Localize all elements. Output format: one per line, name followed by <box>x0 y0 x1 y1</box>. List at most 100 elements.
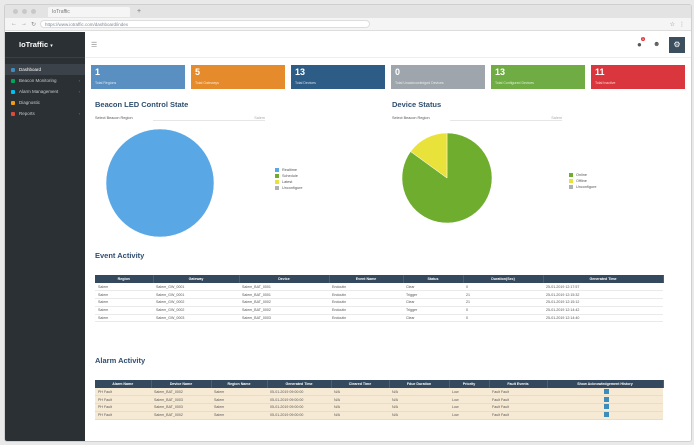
table-cell: PH Fault <box>95 403 151 412</box>
acknowledge-history-icon[interactable] <box>604 412 609 418</box>
column-header[interactable]: Region Name <box>211 380 268 388</box>
table-cell: N/A <box>331 395 389 405</box>
table-row[interactable]: Salem Salem_GW_0003 Salem_BAT_0003 Endoutin… <box>95 314 663 323</box>
column-header[interactable]: Device Name <box>151 380 212 388</box>
window-minimize-dot[interactable] <box>22 9 27 14</box>
table-row[interactable]: PH Fault Salem_BAT_0002 Salem 05-01-2019 09… <box>95 388 663 397</box>
stat-value: 13 <box>495 67 506 77</box>
pie-slice-offline[interactable] <box>410 132 448 179</box>
stat-card-total-regions[interactable]: 1 Total Regions <box>91 65 185 89</box>
column-header[interactable]: Generated Time <box>267 380 332 388</box>
table-cell: 25-01-2019 12:15:32 <box>543 290 663 300</box>
column-header[interactable]: Event Name <box>329 275 404 283</box>
browser-menu-icon[interactable]: ⋮ <box>679 21 685 28</box>
column-header[interactable]: Show Acknowledgement History <box>547 380 664 388</box>
legend-item[interactable]: Realtime <box>275 167 302 173</box>
table-row[interactable]: PH Fault Salem_BAT_0003 Salem 05-01-2019 09… <box>95 403 663 412</box>
column-header[interactable]: Status <box>403 275 464 283</box>
settings-gear-button[interactable]: ⚙ <box>669 36 685 53</box>
legend-item[interactable]: Unconfigure <box>275 185 302 191</box>
legend-item[interactable]: Schedule <box>275 173 302 179</box>
stat-value: 0 <box>395 67 401 77</box>
sidebar-item-reports[interactable]: Reports ‹ <box>5 108 85 119</box>
table-cell: Salem_GW_0001 <box>153 290 239 300</box>
legend-label: Offline <box>576 179 587 183</box>
stat-card-total-devices[interactable]: 13 Total Devices <box>291 65 385 89</box>
new-tab-icon[interactable]: + <box>137 8 142 15</box>
stat-card-unacknowledged-devices[interactable]: 0 Total Unacknowledged Devices <box>391 65 485 89</box>
device-region-select[interactable]: Salem <box>450 116 562 121</box>
sidebar-item-alarm-management[interactable]: Alarm Management ‹ <box>5 86 85 97</box>
table-cell: Fault Fault <box>489 388 547 397</box>
table-cell: Salem_BAT_0003 <box>151 395 211 405</box>
table-row[interactable]: Salem Salem_GW_0001 Salem_BAT_0001 Endoutin… <box>95 290 663 300</box>
column-header[interactable]: Priority <box>449 380 490 388</box>
sidebar-item-dashboard[interactable]: Dashboard <box>5 64 85 75</box>
column-header[interactable]: Alarm Name <box>95 380 152 388</box>
diagnostic-icon <box>11 100 15 105</box>
notification-bell-icon[interactable]: ● 1 <box>637 37 645 49</box>
beacon-region-filter[interactable]: Select Beacon Region Salem <box>95 116 265 122</box>
column-header[interactable]: Fdue Duration <box>389 380 450 388</box>
window-maximize-dot[interactable] <box>31 9 36 14</box>
stat-card-total-inactive[interactable]: 11 Total Inactive <box>591 65 685 89</box>
table-row[interactable]: PH Fault Salem_BAT_0003 Salem 05-01-2019 09… <box>95 395 663 405</box>
device-region-filter[interactable]: Select Beacon Region Salem <box>392 116 562 122</box>
table-cell: Salem_BAT_0002 <box>151 388 211 397</box>
legend-item[interactable]: Latest <box>275 179 302 185</box>
table-row[interactable]: PH Fault Salem_BAT_0002 Salem 05-01-2019 09… <box>95 411 663 420</box>
beacon-region-select[interactable]: Salem <box>153 116 265 121</box>
acknowledge-history-icon[interactable] <box>604 404 609 410</box>
table-cell: Salem <box>211 395 267 405</box>
back-icon[interactable]: ← <box>11 21 17 27</box>
legend-item[interactable]: Unconfigure <box>569 184 596 190</box>
table-cell: 05-01-2019 09:00:00 <box>267 388 331 397</box>
url-field[interactable]: https://www.iotraffic.com/dashboard/inde… <box>40 20 371 28</box>
stat-card-total-gateways[interactable]: 5 Total Gateways <box>191 65 285 89</box>
table-row[interactable]: Salem Salem_GW_0002 Salem_BAT_0002 Endoutin… <box>95 306 663 315</box>
window-close-dot[interactable] <box>13 9 18 14</box>
user-icon[interactable]: ☻ <box>653 40 661 48</box>
table-cell: Low <box>449 411 489 420</box>
sidebar-item-beacon-monitoring[interactable]: Beacon Monitoring ‹ <box>5 75 85 86</box>
legend-label: Schedule <box>282 174 298 178</box>
table-cell: Salem <box>95 306 153 315</box>
table-cell <box>547 388 663 397</box>
table-cell: Trigger <box>403 306 463 315</box>
table-cell: 25-01-2019 12:15:12 <box>543 298 663 307</box>
reload-icon[interactable]: ↻ <box>31 21 37 28</box>
column-header[interactable]: Region <box>95 275 154 283</box>
acknowledge-history-icon[interactable] <box>604 396 609 402</box>
table-cell: Endoutin <box>329 298 403 307</box>
legend-swatch <box>569 179 573 183</box>
sidebar-item-label: Reports <box>19 111 35 116</box>
sidebar-item-diagnostic[interactable]: Diagnostic <box>5 97 85 108</box>
table-cell: N/A <box>389 395 449 405</box>
column-header[interactable]: Gateway <box>153 275 240 283</box>
bookmark-star-icon[interactable]: ☆ <box>669 21 675 28</box>
stat-card-configured-devices[interactable]: 13 Total Configured Devices <box>491 65 585 89</box>
main-content: ☰ ● 1 ☻ ⚙ 1 Total Regions 5 Total Gateway… <box>85 32 691 441</box>
column-header[interactable]: Generated Time <box>543 275 664 283</box>
beacon-icon <box>11 78 15 83</box>
column-header[interactable]: Device <box>239 275 330 283</box>
browser-tab[interactable]: IoTraffic <box>48 6 130 17</box>
alarm-activity-title: Alarm Activity <box>95 356 146 365</box>
legend-item[interactable]: Online <box>569 172 596 178</box>
table-row[interactable]: Salem Salem_GW_0002 Salem_BAT_0002 Endoutin… <box>95 298 663 307</box>
table-row[interactable]: Salem Salem_GW_0001 Salem_BAT_0001 Endoutin… <box>95 283 663 292</box>
pie-slice-realtime[interactable] <box>105 128 215 238</box>
chevron-left-icon: ‹ <box>78 89 80 94</box>
column-header[interactable]: Fault Events <box>489 380 548 388</box>
table-cell: Salem <box>95 314 153 323</box>
table-cell: 05-01-2019 09:00:00 <box>267 411 331 420</box>
column-header[interactable]: Duration(Sec) <box>463 275 544 283</box>
brand-logo[interactable]: IoTraffic ▾ <box>5 32 85 58</box>
sidebar-item-label: Beacon Monitoring <box>19 78 57 83</box>
acknowledge-history-icon[interactable] <box>604 388 609 394</box>
forward-icon[interactable]: → <box>21 21 27 27</box>
sidebar-toggle-icon[interactable]: ☰ <box>91 41 98 49</box>
column-header[interactable]: Cleared Time <box>331 380 390 388</box>
report-icon <box>11 111 15 116</box>
legend-item[interactable]: Offline <box>569 178 596 184</box>
